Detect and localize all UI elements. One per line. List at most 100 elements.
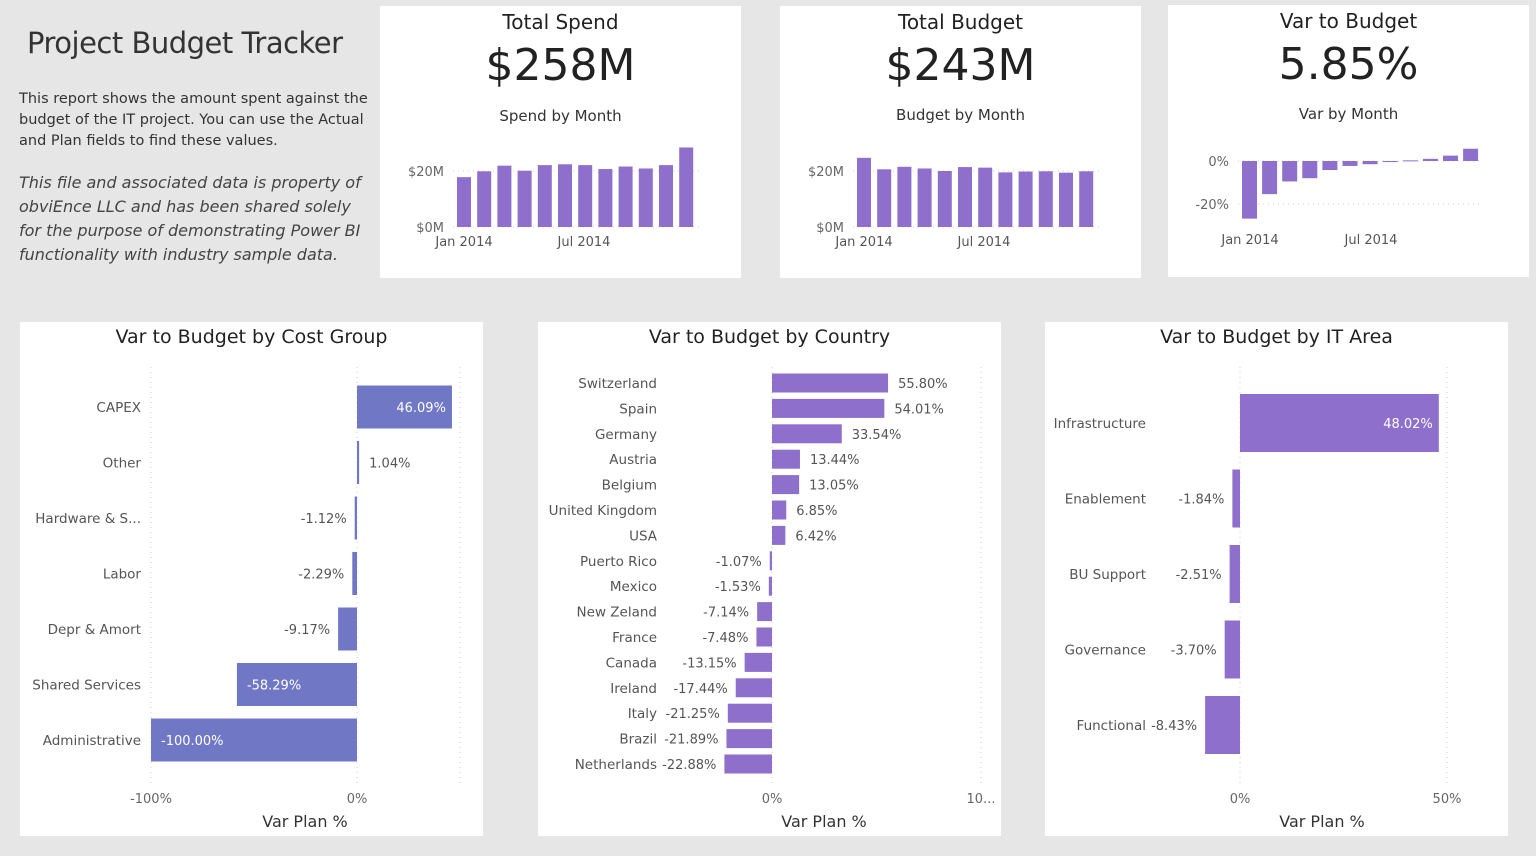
bar-austria [772, 449, 800, 469]
x-tick-label: Jan 2014 [1220, 233, 1278, 248]
bar-infrastructure [1240, 394, 1439, 452]
report-title: Project Budget Tracker [27, 26, 343, 60]
x-tick-label: 0% [1230, 792, 1251, 807]
bar-aug-2014 [1382, 161, 1398, 163]
data-label: -22.88% [662, 758, 716, 773]
chart-title: Var by Month [1298, 105, 1399, 123]
bar-nov-2014 [1443, 155, 1458, 161]
data-label: -1.84% [1178, 493, 1224, 508]
x-tick-label: Jul 2014 [1344, 233, 1398, 248]
bar-jan-2014 [1242, 161, 1257, 219]
category-label: Labor [103, 567, 142, 583]
total-budget-card[interactable]: Total Budget $243M Budget by Month $20M $… [780, 6, 1141, 278]
cost-group-panel[interactable]: Var to Budget by Cost Group CAPEX 46.09% O… [20, 322, 483, 836]
var-by-month-chart[interactable]: 0% -20% Jan 2014 Jul 2014 [1168, 5, 1529, 277]
x-axis-title: Var Plan % [262, 812, 348, 831]
data-label: 6.42% [795, 529, 836, 544]
data-label: 48.02% [1383, 417, 1433, 432]
bar-aug-2014 [598, 169, 613, 227]
bar-jan-2014 [857, 157, 871, 227]
category-label: USA [629, 528, 658, 544]
total-spend-card[interactable]: Total Spend $258M Spend by Month $20M $0M… [380, 6, 741, 278]
bar-usa [772, 525, 786, 545]
x-tick-label: 10... [967, 792, 996, 807]
bar-dec-2014 [1463, 148, 1479, 161]
panel-title: Var to Budget by IT Area [1160, 326, 1393, 348]
kpi-value: $258M [485, 40, 636, 91]
data-label: -100.00% [161, 734, 224, 749]
y-tick-label: 0% [1208, 155, 1229, 170]
category-label: Brazil [619, 732, 657, 748]
bar-germany [772, 424, 842, 444]
bar-sep-2014 [1018, 171, 1033, 227]
chart-title: Spend by Month [499, 107, 622, 125]
bar-apr-2014 [517, 170, 532, 227]
bar-italy [727, 703, 772, 723]
bar-france [756, 627, 772, 647]
bar-depr-amort [338, 607, 357, 651]
data-label: -2.29% [298, 568, 344, 583]
bar-jun-2014 [1342, 161, 1358, 166]
data-label: -58.29% [247, 679, 301, 694]
category-label: Spain [619, 401, 657, 417]
category-label: Governance [1065, 643, 1146, 659]
category-label: CAPEX [96, 400, 141, 416]
bar-labor [352, 552, 357, 595]
bar-feb-2014 [877, 169, 892, 227]
category-label: Administrative [43, 733, 141, 749]
category-label: Netherlands [575, 757, 657, 773]
category-label: Canada [606, 655, 657, 671]
chart-title: Budget by Month [896, 106, 1025, 124]
category-label: New Zeland [577, 605, 657, 621]
bar-jun-2014 [558, 164, 572, 227]
x-tick-label: -100% [130, 792, 172, 807]
bar-aug-2014 [998, 172, 1013, 227]
bar-shared-services [236, 663, 357, 706]
country-chart[interactable]: Switzerland 55.80% Spain 54.01% Germany 33.54… [538, 322, 1001, 836]
bar-nov-2014 [659, 165, 673, 227]
category-label: Belgium [602, 478, 657, 494]
bar-bu-support [1229, 545, 1240, 603]
cost-group-chart[interactable]: CAPEX 46.09% Other 1.04% Hardware & S... -1.1… [20, 322, 483, 836]
bar-brazil [726, 729, 772, 749]
panel-title: Var to Budget by Cost Group [115, 326, 388, 348]
category-label: Functional [1077, 718, 1146, 734]
bar-mar-2014 [1282, 161, 1298, 182]
country-panel[interactable]: Var to Budget by Country Switzerland 55.8… [538, 322, 1001, 836]
category-label: Switzerland [578, 376, 657, 392]
bar-netherlands [724, 754, 772, 774]
bar-belgium [772, 475, 800, 495]
category-label: Shared Services [32, 678, 141, 694]
data-label: -21.25% [666, 707, 720, 722]
x-tick-label: 50% [1433, 792, 1462, 807]
category-label: France [612, 630, 657, 646]
bar-feb-2014 [477, 171, 492, 227]
x-tick-label: Jan 2014 [434, 235, 492, 250]
bar-dec-2014 [1079, 171, 1094, 227]
bar-jul-2014 [578, 165, 593, 227]
category-label: Other [103, 456, 142, 472]
bar-other [357, 441, 360, 484]
bar-capex [357, 385, 452, 429]
data-label: 54.01% [894, 402, 944, 417]
var-to-budget-card[interactable]: Var to Budget 5.85% Var by Month 0% -20% J… [1168, 5, 1529, 277]
bar-mar-2014 [897, 166, 912, 227]
y-tick-label: $0M [816, 221, 844, 236]
x-tick-label: 0% [347, 792, 368, 807]
category-label: Italy [628, 706, 657, 722]
it-area-chart[interactable]: Infrastructure 48.02% Enablement -1.84% BU S… [1045, 322, 1508, 836]
bar-enablement [1232, 469, 1240, 528]
y-tick-label: $20M [808, 165, 844, 180]
bar-may-2014 [1322, 161, 1338, 171]
bar-jun-2014 [958, 167, 972, 227]
bar-mexico [768, 576, 772, 596]
data-label: -2.51% [1176, 568, 1222, 583]
bar-apr-2014 [917, 168, 932, 227]
bar-sep-2014 [1402, 160, 1418, 162]
bar-nov-2014 [1059, 172, 1073, 227]
bar-oct-2014 [1038, 171, 1053, 227]
it-area-panel[interactable]: Var to Budget by IT Area Infrastructure 4… [1045, 322, 1508, 836]
data-label: -7.14% [703, 606, 749, 621]
